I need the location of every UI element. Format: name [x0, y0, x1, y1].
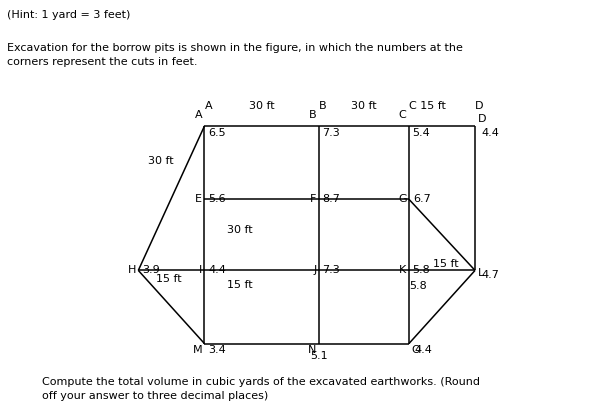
Text: D: D [475, 101, 484, 111]
Text: G: G [398, 194, 406, 204]
Text: 30 ft: 30 ft [249, 101, 274, 111]
Text: 5.6: 5.6 [208, 194, 226, 204]
Text: A: A [194, 109, 202, 120]
Text: B: B [319, 101, 326, 111]
Text: 15 ft: 15 ft [156, 273, 181, 284]
Text: M: M [193, 345, 202, 355]
Text: 7.3: 7.3 [323, 128, 340, 137]
Text: 30 ft: 30 ft [227, 225, 253, 235]
Text: O: O [411, 345, 420, 355]
Text: 4.7: 4.7 [481, 271, 499, 280]
Text: 5.1: 5.1 [310, 351, 327, 361]
Text: 6.5: 6.5 [208, 128, 226, 137]
Text: C: C [399, 109, 406, 120]
Text: E: E [195, 194, 202, 204]
Text: 3.4: 3.4 [208, 345, 226, 355]
Text: 7.3: 7.3 [323, 265, 340, 275]
Text: 30 ft: 30 ft [351, 101, 377, 111]
Text: 8.7: 8.7 [323, 194, 340, 204]
Text: 15 ft: 15 ft [227, 280, 253, 290]
Text: K: K [399, 265, 406, 275]
Text: Compute the total volume in cubic yards of the excavated earthworks. (Round
off : Compute the total volume in cubic yards … [42, 377, 480, 401]
Text: 4.4: 4.4 [208, 265, 226, 275]
Text: B: B [309, 109, 316, 120]
Text: C 15 ft: C 15 ft [409, 101, 446, 111]
Text: 5.8: 5.8 [413, 265, 430, 275]
Text: J: J [313, 265, 316, 275]
Text: 4.4: 4.4 [481, 128, 499, 137]
Text: (Hint: 1 yard = 3 feet): (Hint: 1 yard = 3 feet) [7, 10, 130, 20]
Text: H: H [127, 265, 136, 275]
Text: 5.8: 5.8 [409, 282, 426, 291]
Text: F: F [310, 194, 316, 204]
Text: D: D [477, 114, 486, 124]
Text: 6.7: 6.7 [414, 194, 431, 204]
Text: N: N [308, 345, 316, 355]
Text: 3.9: 3.9 [142, 265, 159, 275]
Text: I: I [199, 265, 202, 275]
Text: 15 ft: 15 ft [433, 259, 458, 269]
Text: 30 ft: 30 ft [149, 155, 174, 166]
Text: Excavation for the borrow pits is shown in the figure, in which the numbers at t: Excavation for the borrow pits is shown … [7, 43, 463, 67]
Text: A: A [204, 101, 212, 111]
Text: L: L [477, 268, 484, 278]
Text: 5.4: 5.4 [413, 128, 430, 137]
Text: 4.4: 4.4 [415, 345, 433, 355]
